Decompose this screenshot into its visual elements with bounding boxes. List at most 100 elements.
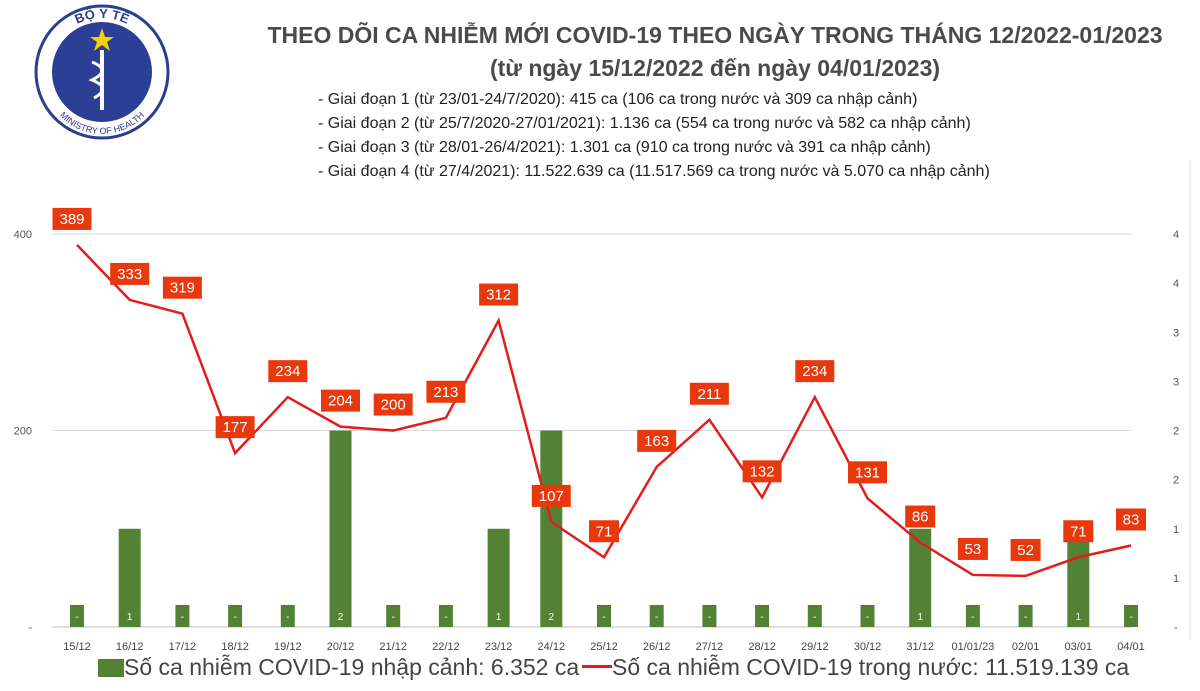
x-tick-label: 24/12 [538,641,566,653]
bar-label: 1 [127,612,133,623]
data-label-box [1116,508,1146,531]
right-tick-label: 1 [1173,573,1179,585]
x-tick-label: 31/12 [906,641,934,653]
svg-text:BỘ Y TẾ: BỘ Y TẾ [72,6,131,27]
x-tick-label: 28/12 [748,641,776,653]
right-tick-label: 4 [1173,229,1179,241]
note-item: - Giai đoạn 3 (từ 28/01-26/4/2021): 1.30… [318,139,931,156]
bar-label: - [75,612,78,623]
bar-label: - [444,612,447,623]
x-tick-label: 01/01/23 [951,641,994,653]
bar-label: - [655,612,658,623]
note-item: - Giai đoạn 1 (từ 23/01-24/7/2020): 415 … [318,91,918,108]
x-tick-label: 25/12 [590,641,618,653]
logo: BỘ Y TẾ MINISTRY OF HEALTH [34,4,170,140]
data-label: 333 [117,266,142,283]
data-label: 211 [697,386,721,403]
chart-subtitle: (từ ngày 15/12/2022 đến ngày 04/01/2023) [489,55,941,81]
x-tick-label: 02/01 [1012,641,1040,653]
data-label-box [957,537,988,560]
bar [649,605,664,627]
data-label-box [426,380,466,403]
data-label: 177 [223,419,248,436]
data-label: 319 [170,280,195,297]
data-label-box [479,283,519,306]
bar-label: - [602,612,605,623]
data-label-box [162,276,202,299]
bar [487,528,510,627]
bar-label: - [813,612,816,623]
x-tick-label: 26/12 [643,641,671,653]
bar-label: 1 [496,612,502,623]
data-label: 213 [433,384,458,401]
x-tick-label: 20/12 [327,641,355,653]
right-tick-label: 2 [1173,475,1179,487]
legend-bar: Số ca nhiễm COVID-19 nhập cảnh: 6.352 ca [98,654,579,681]
bar-label: 1 [917,612,923,623]
chart-title: THEO DÕI CA NHIỄM MỚI COVID-19 THEO NGÀY… [267,22,1163,48]
note-item: - Giai đoạn 4 (từ 27/4/2021): 11.522.639… [318,163,990,180]
bar [755,605,770,627]
data-label-box [905,505,936,528]
bar-label: - [866,612,869,623]
right-tick-label: - [1174,622,1178,634]
data-label: 131 [855,464,880,481]
x-tick-label: 27/12 [696,641,724,653]
data-label-box [52,207,92,230]
x-tick-label: 21/12 [379,641,407,653]
data-label-box [742,460,782,483]
bar-label: - [708,612,711,623]
bar-label: - [286,612,289,623]
bar [280,605,295,627]
bar [386,605,401,627]
x-tick-label: 19/12 [274,641,302,653]
data-label-box [637,429,677,452]
x-tick-label: 04/01 [1117,641,1145,653]
bar [1018,605,1033,627]
legend-line-label: Số ca nhiễm COVID-19 trong nước: 11.519.… [612,654,1130,680]
data-label-box [373,393,413,416]
data-label: 312 [486,287,511,304]
bar [965,605,980,627]
data-label-box [1010,538,1041,561]
legend-line-swatch [582,665,612,668]
data-label: 86 [912,509,929,526]
right-tick-label: 4 [1173,278,1179,290]
data-label: 83 [1123,511,1140,528]
data-label-box [1063,520,1094,543]
legend-bar-label: Số ca nhiễm COVID-19 nhập cảnh: 6.352 ca [124,654,580,680]
data-label-box [215,416,255,439]
bar [70,605,84,627]
right-tick-label: 3 [1173,327,1179,339]
bar-label: - [181,612,184,623]
right-tick-label: 2 [1173,426,1179,438]
bar [807,605,822,627]
data-label: 71 [596,523,613,540]
bar-label: - [760,612,763,623]
data-label: 52 [1017,542,1034,559]
left-tick-label: 200 [14,426,32,438]
data-label-box [268,360,308,383]
x-tick-label: 22/12 [432,641,460,653]
x-tick-label: 30/12 [854,641,882,653]
bar-label: 2 [549,612,555,623]
data-label-box [689,382,729,405]
bar [329,430,352,627]
left-tick-label: 400 [14,229,32,241]
data-label: 107 [539,488,564,505]
data-label: 204 [328,393,353,410]
x-tick-label: 18/12 [221,641,249,653]
bar-label: - [1024,612,1027,623]
bar [860,605,875,627]
bar [909,528,932,627]
data-label: 163 [644,433,669,450]
data-label-box [589,520,619,543]
bar-label: - [971,612,974,623]
x-tick-label: 15/12 [63,641,91,653]
left-tick-label: - [28,622,32,634]
data-label: 200 [381,397,406,414]
x-tick-label: 16/12 [116,641,144,653]
data-label-box [795,360,835,383]
bar [438,605,453,627]
x-tick-label: 29/12 [801,641,829,653]
